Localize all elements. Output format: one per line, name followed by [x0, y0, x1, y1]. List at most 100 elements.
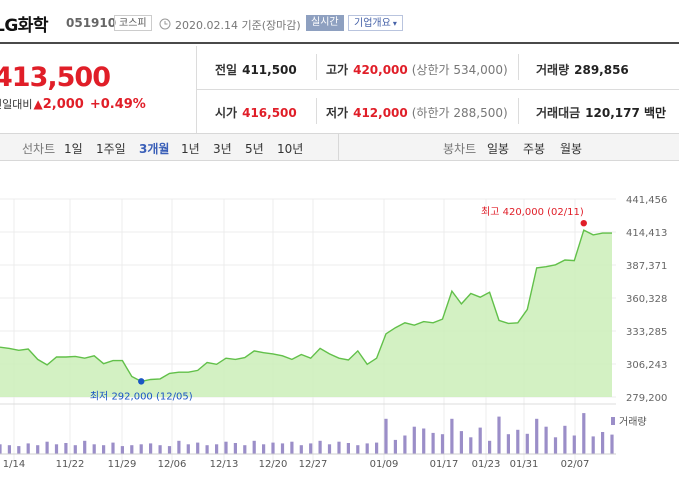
volume-bar: [17, 446, 21, 454]
period-1y[interactable]: 1년: [181, 142, 200, 156]
high-label: 고가: [326, 63, 349, 77]
base-date: 2020.02.14 기준(장마감): [175, 19, 301, 32]
period-5y[interactable]: 5년: [245, 142, 264, 156]
volume-bar: [149, 443, 153, 454]
x-tick-label: 01/17: [430, 459, 459, 470]
open-price: 시가 416,500: [215, 104, 297, 121]
realtime-button[interactable]: 실시간: [306, 15, 344, 31]
volume-bar: [544, 426, 548, 454]
volume-bar: [215, 444, 219, 454]
clock-icon: [159, 18, 171, 30]
volume-bar: [459, 431, 463, 454]
volume-bar: [205, 445, 209, 454]
volume-bar: [346, 443, 350, 454]
low-label: 저가: [326, 106, 349, 120]
candle-weekly[interactable]: 주봉: [523, 142, 546, 156]
volume-bar: [337, 441, 341, 454]
company-info-button[interactable]: 기업개요 ▾: [348, 15, 403, 31]
price-area: [0, 230, 612, 397]
min-annotation: 최저 292,000 (12/05): [90, 390, 193, 402]
volume-legend-swatch: [611, 417, 615, 425]
max-annotation: 최고 420,000 (02/11): [481, 206, 584, 218]
candle-monthly[interactable]: 월봉: [560, 142, 583, 156]
volume-bar: [601, 432, 605, 454]
volume-legend: 거래량: [619, 416, 647, 428]
volume-bar: [422, 428, 426, 454]
lower-limit: (하한가 288,500): [411, 106, 508, 120]
current-price: 413,500: [0, 62, 111, 93]
volume-bar: [375, 442, 379, 454]
volume-bar: [290, 441, 294, 454]
x-tick-label: 11/22: [56, 459, 85, 470]
candle-daily[interactable]: 일봉: [487, 142, 510, 156]
y-tick-label: 279,200: [626, 393, 667, 404]
upper-limit: (상한가 534,000): [411, 63, 508, 77]
volume-bar: [299, 445, 303, 454]
volume-bar: [582, 413, 586, 454]
volume-bar: [54, 444, 59, 454]
x-tick-label: 01/23: [472, 459, 501, 470]
market-badge: 코스피: [114, 15, 152, 31]
x-tick-label: 01/09: [370, 459, 399, 470]
company-name: LG화학: [0, 16, 49, 36]
open-value: 416,500: [242, 106, 297, 120]
volume-bar: [92, 444, 96, 454]
volume-bar: [572, 435, 576, 454]
diff-label: 전일대비: [0, 98, 33, 111]
divider: [518, 54, 519, 80]
volume-bar: [186, 444, 190, 454]
period-1w[interactable]: 1주일: [96, 142, 126, 156]
y-tick-label: 387,371: [626, 261, 667, 272]
volume-bar: [224, 441, 228, 454]
volume-bar: [233, 443, 237, 454]
stock-header: LG화학 051910 코스피 2020.02.14 기준(장마감) 실시간 기…: [0, 0, 679, 44]
volume-bar: [610, 434, 614, 454]
high-value: 420,000: [353, 63, 408, 77]
volume-bar: [111, 442, 115, 454]
volume-bar: [488, 440, 492, 454]
volume-bar: [271, 442, 275, 454]
period-3m[interactable]: 3개월: [139, 142, 170, 156]
x-tick-label: 1/14: [3, 459, 25, 470]
volume-bar: [309, 443, 313, 454]
volume-bar: [73, 445, 77, 454]
divider: [316, 98, 317, 124]
volume-bar: [469, 437, 473, 454]
diff-percent: +0.49%: [89, 97, 146, 112]
x-tick-label: 02/07: [561, 459, 590, 470]
period-1d[interactable]: 1일: [64, 142, 83, 156]
volume-bar: [393, 439, 397, 454]
volume-bar: [497, 416, 501, 454]
price-change: 전일대비▲2,000 +0.49%: [0, 96, 146, 112]
volume-bar: [356, 445, 360, 454]
divider: [518, 98, 519, 124]
volume-bar: [327, 444, 332, 454]
volume-bar: [120, 446, 124, 454]
y-tick-label: 360,328: [626, 294, 667, 305]
chevron-down-icon: ▾: [392, 19, 397, 28]
price-chart: 441,456 414,413 387,371 360,328 333,285 306,2…: [0, 195, 667, 470]
max-marker: [580, 219, 587, 227]
y-tick-label: 333,285: [626, 327, 667, 338]
high-price: 고가 420,000 (상한가 534,000): [326, 61, 508, 78]
divider: [196, 89, 679, 90]
period-3y[interactable]: 3년: [213, 142, 232, 156]
volume-bar: [167, 446, 172, 454]
volume-bar: [196, 442, 200, 454]
y-tick-label: 414,413: [626, 228, 667, 239]
x-tick-label: 11/29: [108, 459, 137, 470]
volume-bar: [83, 440, 87, 454]
min-marker: [138, 378, 145, 385]
period-bar: 선차트 1일 1주일 3개월 1년 3년 5년 10년 봉차트 일봉 주봉 월봉: [0, 133, 679, 161]
volume-bar: [412, 426, 416, 454]
volume-bar: [280, 443, 285, 454]
volume-bar: [36, 445, 40, 454]
divider: [316, 54, 317, 80]
volume-bar: [7, 445, 11, 454]
period-10y[interactable]: 10년: [277, 142, 304, 156]
volume-bar: [139, 444, 143, 454]
y-tick-label: 441,456: [626, 195, 667, 206]
volume-bar: [506, 434, 510, 454]
volume-bar: [26, 443, 30, 454]
amount-value: 120,177 백만: [585, 106, 667, 120]
